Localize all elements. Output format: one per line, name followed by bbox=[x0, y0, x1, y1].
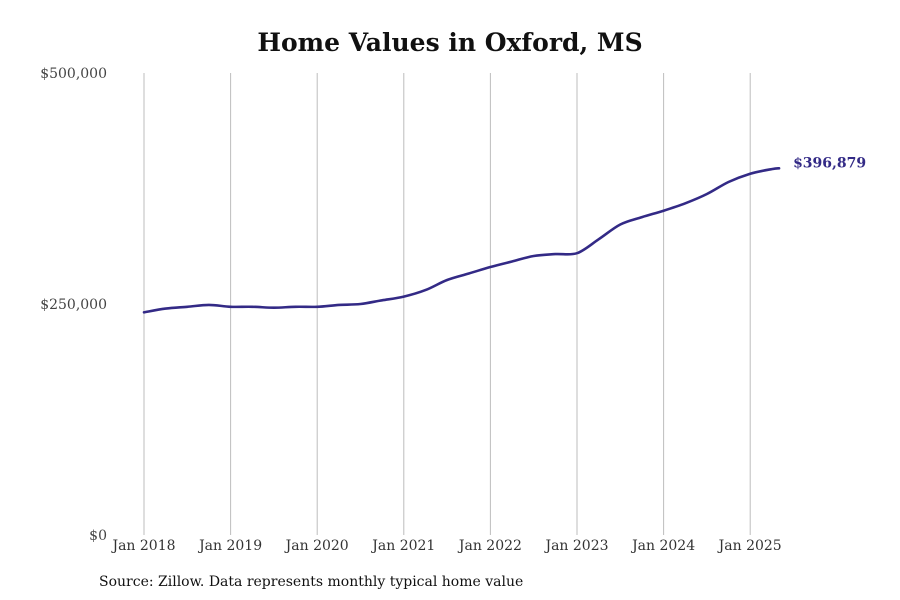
y-tick-label: $250,000 bbox=[40, 297, 107, 313]
x-tick-label: Jan 2021 bbox=[370, 538, 435, 554]
x-tick-label: Jan 2020 bbox=[284, 538, 349, 554]
y-tick-label: $500,000 bbox=[40, 66, 107, 82]
x-tick-label: Jan 2024 bbox=[630, 538, 695, 554]
y-axis: $0 $250,000 $500,000 bbox=[40, 66, 107, 544]
x-axis: Jan 2018 Jan 2019 Jan 2020 Jan 2021 Jan 2022… bbox=[110, 538, 781, 554]
gridlines bbox=[143, 73, 751, 535]
series-line bbox=[142, 167, 781, 314]
x-tick-label: Jan 2023 bbox=[543, 538, 608, 554]
source-note: Source: Zillow. Data represents monthly … bbox=[99, 574, 524, 590]
chart-title: Home Values in Oxford, MS bbox=[257, 28, 643, 57]
y-tick-label: $0 bbox=[89, 528, 107, 544]
x-tick-label: Jan 2025 bbox=[717, 538, 782, 554]
x-tick-label: Jan 2022 bbox=[457, 538, 522, 554]
x-tick-label: Jan 2018 bbox=[110, 538, 175, 554]
end-value-label: $396,879 bbox=[793, 155, 866, 171]
x-tick-label: Jan 2019 bbox=[197, 538, 262, 554]
